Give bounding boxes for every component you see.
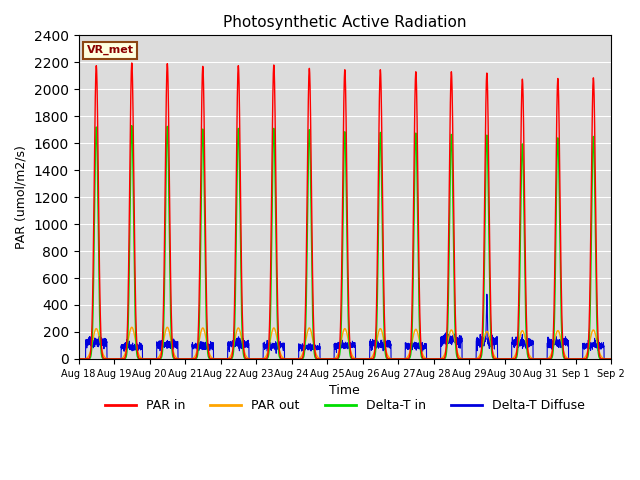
Line: PAR in: PAR in — [79, 63, 611, 359]
Line: Delta-T in: Delta-T in — [79, 126, 611, 359]
X-axis label: Time: Time — [330, 384, 360, 397]
Line: Delta-T Diffuse: Delta-T Diffuse — [79, 294, 611, 359]
Delta-T Diffuse — [75, 356, 83, 362]
PAR in — [607, 356, 615, 362]
PAR in — [494, 356, 502, 362]
Delta-T in — [607, 356, 615, 362]
PAR out — [607, 356, 615, 362]
Delta-T Diffuse — [464, 356, 472, 362]
PAR in — [170, 355, 178, 361]
Delta-T in — [494, 356, 502, 362]
Delta-T in — [607, 356, 614, 362]
PAR out — [607, 356, 614, 362]
Y-axis label: PAR (umol/m2/s): PAR (umol/m2/s) — [15, 145, 28, 249]
Delta-T in — [170, 356, 178, 361]
Delta-T Diffuse — [607, 356, 614, 362]
PAR out — [435, 356, 442, 362]
PAR out — [75, 356, 83, 362]
Delta-T Diffuse — [325, 356, 333, 362]
Line: PAR out: PAR out — [79, 327, 611, 359]
Text: VR_met: VR_met — [86, 45, 134, 55]
PAR in — [75, 356, 83, 362]
Delta-T Diffuse — [435, 356, 442, 362]
Legend: PAR in, PAR out, Delta-T in, Delta-T Diffuse: PAR in, PAR out, Delta-T in, Delta-T Dif… — [99, 395, 590, 418]
Delta-T in — [435, 356, 442, 362]
PAR out — [464, 356, 472, 362]
PAR in — [464, 356, 472, 362]
PAR out — [128, 324, 136, 330]
Delta-T Diffuse — [483, 291, 491, 297]
PAR in — [435, 356, 442, 362]
Delta-T in — [325, 356, 333, 362]
Delta-T Diffuse — [607, 356, 615, 362]
PAR out — [325, 356, 333, 362]
Title: Photosynthetic Active Radiation: Photosynthetic Active Radiation — [223, 15, 467, 30]
PAR in — [325, 356, 333, 362]
PAR out — [494, 356, 502, 361]
PAR in — [607, 356, 614, 362]
Delta-T Diffuse — [170, 341, 178, 347]
PAR in — [128, 60, 136, 66]
Delta-T in — [464, 356, 472, 362]
Delta-T in — [75, 356, 83, 362]
Delta-T in — [128, 123, 136, 129]
Delta-T Diffuse — [494, 356, 502, 362]
PAR out — [170, 351, 178, 357]
